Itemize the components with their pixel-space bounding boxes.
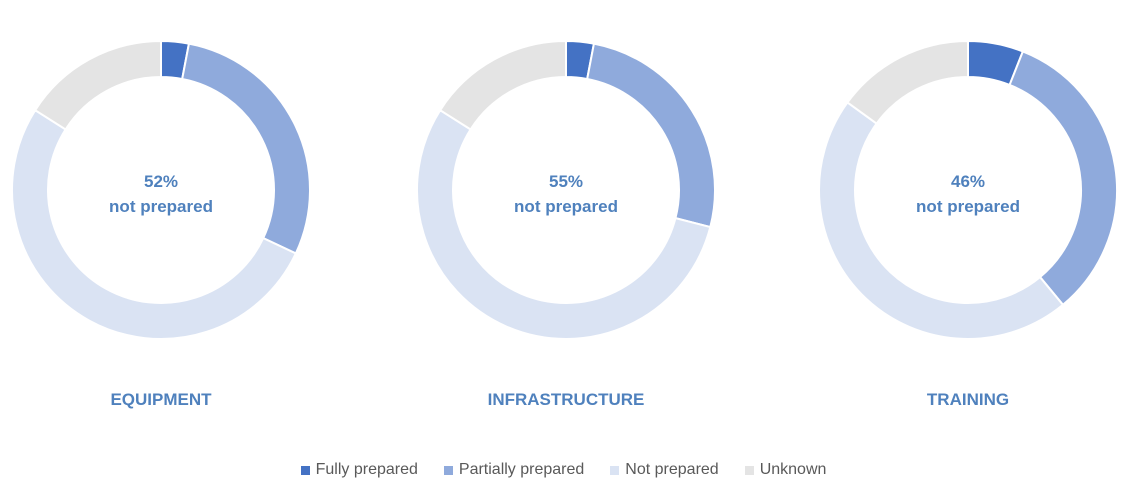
center-value: 46%	[951, 172, 985, 191]
donut-slice-not-prepared	[818, 101, 1065, 340]
chart-legend: Fully prepared Partially prepared Not pr…	[0, 458, 1127, 482]
chart-title: INFRASTRUCTURE	[488, 390, 645, 409]
center-label: not prepared	[514, 197, 618, 216]
legend-swatch-partially-prepared	[443, 465, 453, 475]
center-value: 52%	[144, 172, 178, 191]
donut-slice-unknown	[33, 39, 162, 131]
legend-item-partially-prepared: Partially prepared	[443, 461, 585, 479]
donut-chart-infrastructure: 55% not prepared INFRASTRUCTURE	[416, 39, 716, 409]
donut-slice-unknown	[846, 39, 969, 125]
donut-chart-equipment: 52% not prepared EQUIPMENT	[11, 39, 311, 409]
legend-item-fully-prepared: Fully prepared	[300, 461, 418, 479]
donut-chart-training: 46% not prepared TRAINING	[818, 39, 1118, 409]
donut-slice-not-prepared	[11, 108, 298, 340]
donut-slice-partially-prepared	[181, 42, 311, 255]
legend-item-not-prepared: Not prepared	[610, 461, 719, 479]
legend-item-unknown: Unknown	[744, 461, 827, 479]
legend-swatch-fully-prepared	[300, 465, 310, 475]
chart-title: EQUIPMENT	[110, 390, 212, 409]
donut-slice-unknown	[438, 39, 567, 131]
legend-label: Partially prepared	[458, 461, 585, 478]
legend-label: Fully prepared	[315, 461, 418, 478]
center-label: not prepared	[109, 197, 213, 216]
center-label: not prepared	[916, 197, 1020, 216]
donut-slice-not-prepared	[416, 108, 712, 340]
legend-swatch-not-prepared	[610, 465, 620, 475]
legend-swatch-unknown	[744, 465, 754, 475]
chart-title: TRAINING	[927, 390, 1009, 409]
legend-label: Unknown	[759, 461, 827, 478]
donut-slice-partially-prepared	[1008, 50, 1118, 307]
legend-label: Not prepared	[625, 461, 719, 478]
center-value: 55%	[549, 172, 583, 191]
